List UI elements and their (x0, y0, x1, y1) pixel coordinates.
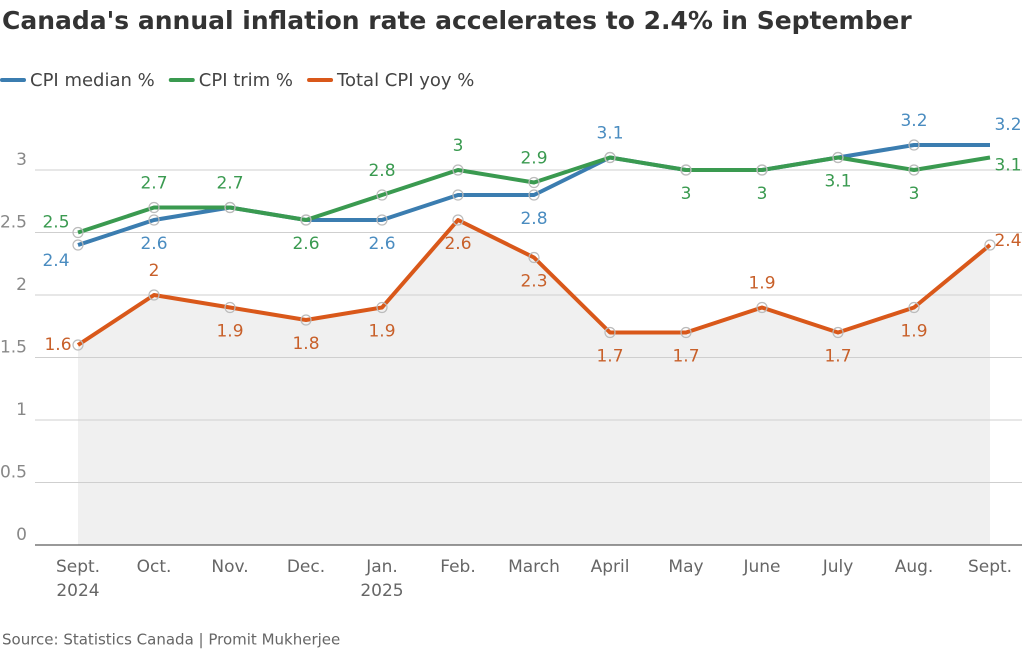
data-label: 3.1 (596, 124, 623, 144)
x-tick-label: Sept. (967, 557, 1013, 577)
x-tick-label: Sept. 2024 (55, 557, 101, 601)
data-label: 1.9 (900, 322, 927, 342)
point (148, 289, 160, 301)
x-tick-label: Feb. (440, 557, 476, 577)
x-tick-label: May (668, 557, 704, 577)
point (300, 314, 312, 326)
data-label: 3.1 (994, 156, 1021, 176)
point (832, 151, 844, 164)
data-label: 3.1 (824, 172, 851, 192)
data-label: 1.7 (824, 347, 851, 367)
point (604, 326, 616, 339)
data-label: 3 (909, 184, 920, 204)
y-tick-label: 3 (16, 150, 27, 170)
data-label: 2 (149, 261, 160, 281)
legend-label: Total CPI yoy % (336, 70, 474, 91)
data-label: 1.9 (216, 322, 243, 342)
point (148, 214, 160, 226)
legend-label: CPI median % (30, 70, 155, 91)
data-label: 2.7 (216, 174, 243, 194)
data-label: 2.6 (368, 234, 395, 254)
data-label: 1.7 (672, 347, 699, 367)
point (908, 301, 920, 314)
data-label: 2.3 (520, 272, 547, 292)
y-tick-label: 0.5 (0, 463, 27, 483)
y-tick-label: 1.5 (0, 338, 27, 358)
point (148, 201, 160, 214)
x-tick-label: Jan. 2025 (360, 557, 404, 601)
point (376, 189, 388, 201)
point (376, 214, 388, 226)
point (680, 164, 692, 176)
data-label: 1.9 (748, 274, 775, 294)
point (908, 164, 920, 176)
x-tick-label: March (508, 557, 560, 577)
point (452, 164, 464, 176)
data-label: 1.8 (292, 334, 319, 354)
x-tick-label: June (743, 557, 781, 577)
x-tick-label: Aug. (894, 557, 934, 577)
point (756, 301, 768, 314)
point (832, 326, 844, 339)
data-label: 2.5 (42, 213, 69, 233)
y-tick-label: 2 (16, 275, 27, 295)
data-label: 3 (681, 184, 692, 204)
point (300, 214, 312, 226)
point (756, 164, 768, 176)
point (72, 239, 84, 251)
area (78, 220, 990, 545)
point (680, 326, 692, 339)
point (376, 301, 388, 314)
line (76, 218, 992, 347)
data-label: 2.9 (520, 149, 547, 169)
data-label: 2.7 (140, 174, 167, 194)
x-tick-label: July (822, 557, 854, 577)
source: Source: Statistics Canada | Promit Mukhe… (2, 631, 340, 649)
point (452, 214, 464, 226)
data-label: 1.6 (44, 335, 71, 355)
point (908, 139, 920, 151)
y-tick-label: 2.5 (0, 213, 27, 233)
x-tick-label: Nov. (211, 557, 249, 577)
y-tick-label: 0 (16, 525, 27, 545)
point (452, 189, 464, 201)
point (224, 301, 236, 314)
data-label: 2.8 (368, 161, 395, 181)
point (528, 251, 540, 264)
y-tick-label: 1 (16, 400, 27, 420)
point (72, 339, 84, 351)
data-label: 2.6 (444, 234, 471, 254)
data-label: 1.9 (368, 322, 395, 342)
data-label: 3 (453, 136, 464, 156)
point (528, 189, 540, 201)
point (984, 239, 996, 251)
data-label: 2.6 (140, 234, 167, 254)
data-label: 1.7 (596, 347, 623, 367)
legend-label: CPI trim % (199, 70, 293, 91)
point (224, 201, 236, 214)
data-label: 2.4 (994, 231, 1021, 251)
x-tick-label: Dec. (286, 557, 326, 577)
x-tick-label: Oct. (136, 557, 172, 577)
chart-title: Canada's annual inflation rate accelerat… (2, 6, 912, 35)
line (77, 155, 991, 235)
data-label: 3.2 (900, 111, 927, 131)
data-label: 2.6 (292, 234, 319, 254)
data-label: 3 (757, 184, 768, 204)
point (604, 151, 616, 164)
data-label: 3.2 (994, 115, 1021, 135)
point (72, 226, 84, 239)
x-tick-label: April (590, 557, 630, 577)
point (528, 176, 540, 189)
data-label: 2.8 (520, 209, 547, 229)
data-label: 2.4 (42, 251, 69, 271)
